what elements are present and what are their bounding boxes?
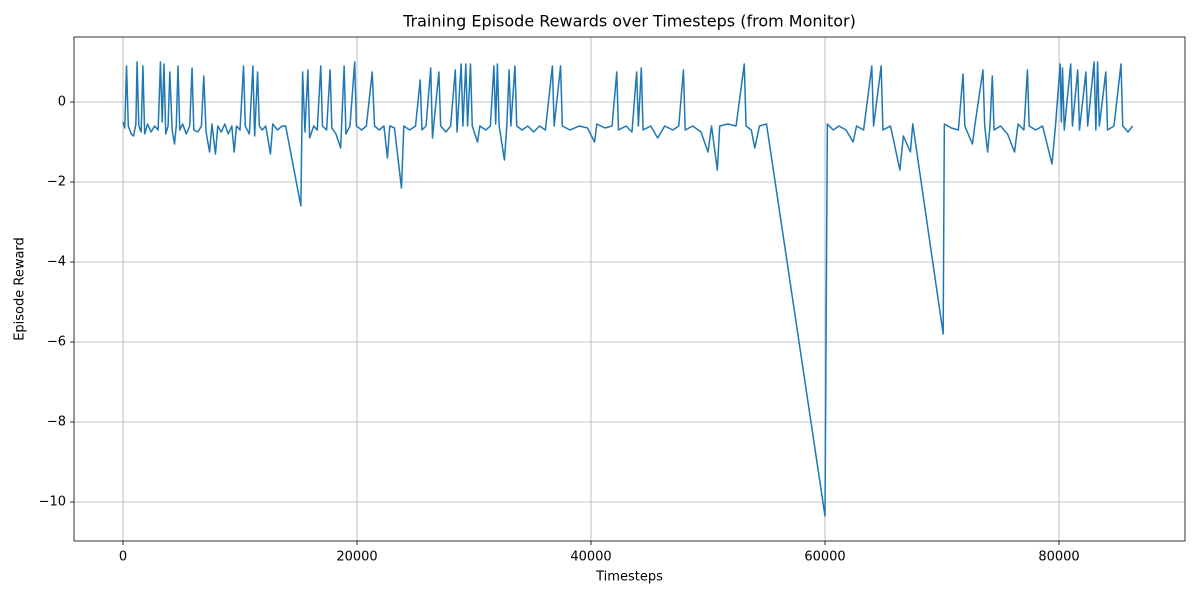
y-tick-label: −10 (39, 495, 66, 510)
y-axis-label: Episode Reward (13, 237, 28, 341)
y-tick-label: 0 (58, 95, 66, 110)
x-axis-label: Timesteps (595, 570, 663, 585)
y-tick-label: −4 (47, 255, 66, 270)
x-tick-label: 40000 (570, 550, 611, 565)
y-tick-label: −2 (47, 175, 66, 190)
plot-frame (73, 36, 1186, 542)
chart-title: Training Episode Rewards over Timesteps … (402, 12, 856, 31)
x-tick-label: 20000 (336, 550, 377, 565)
x-tick-label: 60000 (804, 550, 845, 565)
x-tick-label: 0 (119, 550, 127, 565)
x-tick-label: 80000 (1038, 550, 1079, 565)
data-line (122, 61, 1134, 517)
y-tick-label: −8 (47, 415, 66, 430)
y-tick-label: −6 (47, 335, 66, 350)
